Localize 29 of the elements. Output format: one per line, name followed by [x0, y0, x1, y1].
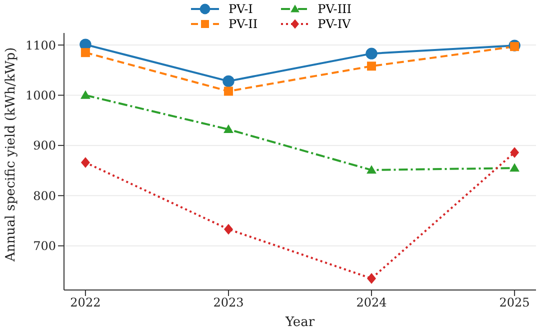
y-axis-title: Annual specific yield (kWh/kWp) — [4, 47, 19, 262]
legend-label: PV-I — [228, 2, 253, 16]
x-tick-label: 2025 — [499, 296, 530, 310]
y-tick-label: 1000 — [25, 88, 56, 102]
point — [510, 42, 520, 52]
point — [80, 48, 90, 58]
point — [510, 147, 520, 158]
legend-label: PV-II — [228, 17, 258, 31]
point — [224, 124, 234, 133]
legend-label: PV-III — [318, 2, 352, 16]
x-tick-label: 2024 — [356, 296, 388, 310]
y-tick-label: 900 — [33, 138, 56, 153]
point — [367, 273, 376, 284]
x-tick-label: 2022 — [70, 296, 101, 310]
point — [80, 157, 90, 168]
point — [80, 90, 90, 99]
point — [224, 224, 233, 235]
point — [366, 48, 378, 60]
y-tick-label: 700 — [33, 239, 56, 254]
point — [224, 86, 233, 96]
y-tick-label: 800 — [33, 188, 56, 203]
x-tick-label: 2023 — [213, 296, 244, 310]
x-axis-title: Year — [284, 315, 316, 330]
point — [367, 62, 376, 71]
legend-label: PV-IV — [318, 17, 351, 31]
point — [510, 163, 520, 172]
y-tick-label: 1100 — [25, 38, 56, 52]
point — [366, 165, 376, 174]
point — [222, 75, 234, 88]
